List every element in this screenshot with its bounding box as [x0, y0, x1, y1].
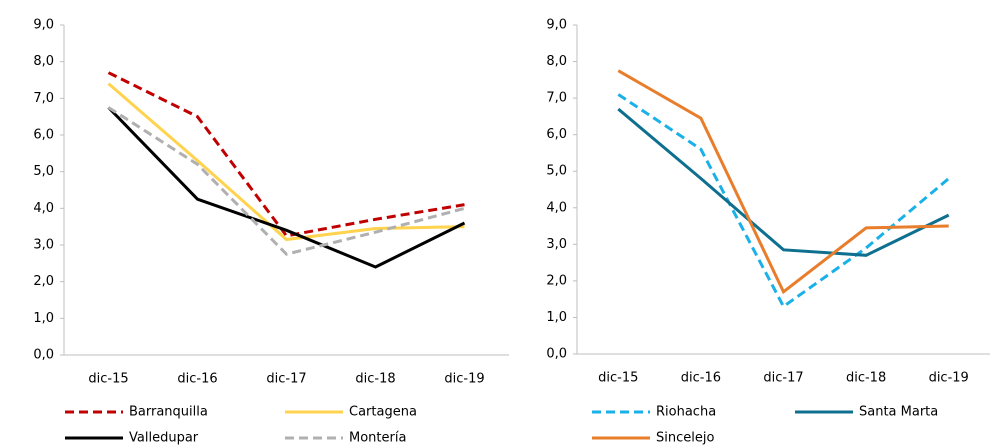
y-tick-label: 3,0: [33, 238, 54, 253]
x-tick-label: dic-19: [929, 371, 969, 386]
y-tick-label: 7,0: [33, 91, 54, 106]
y-tick-label: 2,0: [33, 274, 54, 289]
x-tick-label: dic-18: [846, 371, 886, 386]
legend-label: Barranquilla: [129, 405, 208, 420]
y-tick-label: 0,0: [33, 348, 54, 363]
x-tick-label: dic-18: [355, 372, 395, 387]
y-tick-label: 6,0: [33, 128, 54, 143]
y-tick-label: 8,0: [546, 54, 567, 69]
x-tick-label: dic-16: [681, 371, 721, 386]
series-line: [107, 71, 465, 238]
y-tick-label: 7,0: [546, 91, 567, 106]
series-line: [107, 106, 466, 269]
legend-label: Montería: [349, 431, 406, 446]
legend-label: Riohacha: [656, 405, 716, 420]
y-tick-label: 1,0: [546, 310, 567, 325]
y-tick-label: 4,0: [546, 200, 567, 215]
y-tick-label: 6,0: [546, 127, 567, 142]
y-tick-label: 9,0: [546, 18, 567, 33]
y-tick-label: 8,0: [33, 54, 54, 69]
x-tick-label: dic-19: [444, 372, 484, 387]
x-tick-label: dic-15: [598, 371, 638, 386]
x-tick-label: dic-17: [266, 372, 306, 387]
y-tick-label: 4,0: [33, 201, 54, 216]
x-tick-label: dic-15: [88, 372, 128, 387]
legend-label: Sincelejo: [656, 431, 714, 446]
legend-label: Valledupar: [129, 431, 199, 446]
legend-label: Santa Marta: [859, 405, 938, 420]
y-tick-label: 1,0: [33, 311, 54, 326]
y-tick-label: 3,0: [546, 237, 567, 252]
y-tick-label: 5,0: [33, 164, 54, 179]
x-tick-label: dic-17: [763, 371, 803, 386]
x-tick-label: dic-16: [177, 372, 217, 387]
series-line: [617, 93, 950, 309]
series-line: [107, 82, 465, 242]
series-line: [107, 106, 465, 256]
y-tick-label: 0,0: [546, 347, 567, 362]
y-tick-label: 5,0: [546, 164, 567, 179]
y-tick-label: 2,0: [546, 273, 567, 288]
y-tick-label: 9,0: [33, 18, 54, 33]
series-line: [617, 69, 949, 295]
series-line: [617, 107, 950, 257]
legend-label: Cartagena: [349, 405, 417, 420]
